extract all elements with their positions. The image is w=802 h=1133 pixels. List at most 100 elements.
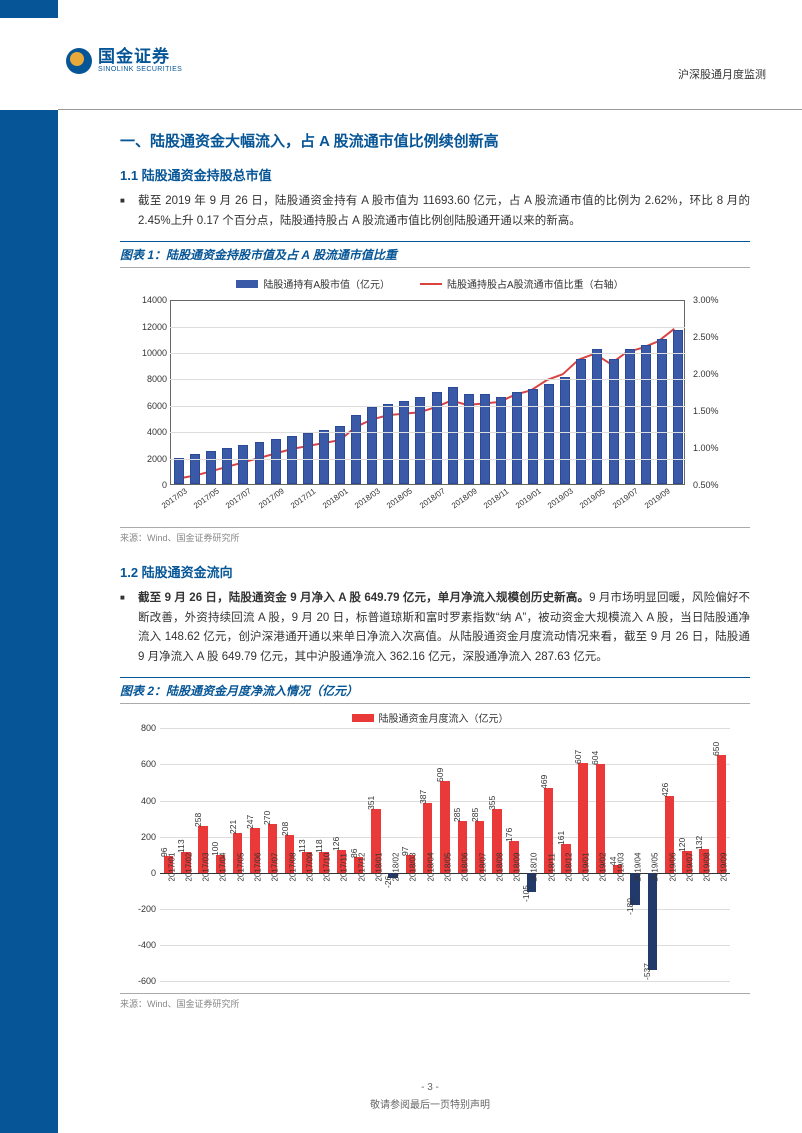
chart-1-y-left-tick: 14000 bbox=[122, 295, 167, 305]
chart-1-bar bbox=[255, 442, 265, 484]
chart-1-bar bbox=[271, 439, 281, 484]
chart-2-title: 图表 2：陆股通资金月度净流入情况（亿元） bbox=[120, 677, 750, 704]
paragraph-1-2-bold: 截至 9 月 26 日，陆股通资金 9 月净入 A 股 649.79 亿元，单月… bbox=[138, 592, 589, 604]
chart-1-bar bbox=[576, 359, 586, 485]
chart-1-x-tick: 2018/11 bbox=[482, 487, 510, 511]
chart-1-bar bbox=[657, 339, 667, 484]
chart-2-x-tick: 2017/09 bbox=[305, 852, 314, 881]
chart-1-x-tick: 2019/05 bbox=[578, 487, 607, 511]
chart-2-bar-label: 355 bbox=[487, 809, 497, 810]
chart-2-x-tick: 2018/02 bbox=[392, 852, 401, 881]
chart-2-x-tick: 2019/06 bbox=[668, 852, 677, 881]
paragraph-1-2: 截至 9 月 26 日，陆股通资金 9 月净入 A 股 649.79 亿元，单月… bbox=[138, 589, 750, 667]
chart-1-y-right-tick: 2.50% bbox=[693, 332, 738, 342]
chart-2-y-tick: -600 bbox=[120, 976, 156, 986]
chart-2-y-tick: -200 bbox=[120, 904, 156, 914]
chart-2-x-tick: 2018/09 bbox=[513, 852, 522, 881]
chart-1-y-right-tick: 3.00% bbox=[693, 295, 738, 305]
chart-2-bar-label: 270 bbox=[262, 824, 272, 825]
chart-2-y-tick: 400 bbox=[120, 796, 156, 806]
chart-1-bar bbox=[496, 397, 506, 484]
chart-2-x-tick: 2017/10 bbox=[323, 852, 332, 881]
chart-1-bar bbox=[287, 436, 297, 484]
chart-1-y-left-tick: 12000 bbox=[122, 322, 167, 332]
chart-1-x-tick: 2017/07 bbox=[224, 487, 253, 511]
chart-2-x-tick: 2018/04 bbox=[426, 852, 435, 881]
main-content: 一、陆股通资金大幅流入，占 A 股流通市值比例续创新高 1.1 陆股通资金持股总… bbox=[120, 130, 750, 1028]
chart-2-x-tick: 2019/09 bbox=[720, 852, 729, 881]
chart-1-bar bbox=[528, 389, 538, 484]
chart-2-bar-label: 176 bbox=[504, 841, 514, 842]
chart-1-bar bbox=[592, 349, 602, 484]
chart-2-x-tick: 2018/07 bbox=[478, 852, 487, 881]
chart-1-bar bbox=[480, 394, 490, 484]
chart-1-bar bbox=[641, 345, 651, 484]
chart-1-x-tick: 2017/03 bbox=[160, 487, 189, 511]
chart-2-x-tick: 2017/11 bbox=[340, 853, 349, 881]
chart-2-x-tick: 2019/08 bbox=[703, 852, 712, 881]
chart-2-bar-label: 469 bbox=[539, 788, 549, 789]
chart-1-y-left-tick: 10000 bbox=[122, 348, 167, 358]
chart-2-x-tick: 2018/06 bbox=[461, 852, 470, 881]
chart-2-x-tick: 2017/03 bbox=[202, 852, 211, 881]
chart-2-x-tick: 2017/07 bbox=[271, 852, 280, 881]
chart-1-bar bbox=[238, 445, 248, 484]
chart-2-legend: 陆股通资金月度流入（亿元） bbox=[120, 710, 740, 725]
chart-1-x-tick: 2018/09 bbox=[450, 487, 479, 511]
chart-2-bar-label: 509 bbox=[435, 781, 445, 782]
chart-1-legend: 陆股通持有A股市值（亿元） 陆股通持股占A股流通市值比重（右轴） bbox=[120, 276, 740, 291]
legend-2-label: 陆股通资金月度流入（亿元） bbox=[379, 710, 509, 725]
chart-1-bar bbox=[351, 415, 361, 484]
chart-2-bar-label: -26 bbox=[383, 887, 393, 888]
paragraph-1-1: 截至 2019 年 9 月 26 日，陆股通资金持有 A 股市值为 11693.… bbox=[138, 192, 750, 231]
chart-1-plot-area bbox=[170, 300, 685, 485]
chart-1-x-tick: 2018/07 bbox=[418, 487, 447, 511]
section-heading: 一、陆股通资金大幅流入，占 A 股流通市值比例续创新高 bbox=[120, 130, 750, 151]
chart-2-y-tick: 0 bbox=[120, 868, 156, 878]
page-number: - 3 - bbox=[58, 1082, 802, 1093]
chart-1-bar bbox=[399, 401, 409, 484]
chart-2-x-tick: 2017/06 bbox=[254, 852, 263, 881]
logo-icon bbox=[66, 48, 92, 74]
chart-2-x-tick: 2017/08 bbox=[288, 852, 297, 881]
chart-2-source: 来源：Wind、国金证券研究所 bbox=[120, 993, 750, 1010]
chart-2-bar-label: 126 bbox=[331, 850, 341, 851]
chart-2-x-tick: 2018/11 bbox=[547, 853, 556, 881]
chart-2-x-tick: 2018/12 bbox=[564, 852, 573, 881]
chart-2-bar-label: 604 bbox=[590, 764, 600, 765]
chart-1-y-left-tick: 8000 bbox=[122, 374, 167, 384]
chart-1-title: 图表 1：陆股通资金持股市值及占 A 股流通市值比重 bbox=[120, 241, 750, 268]
subsection-1-1-heading: 1.1 陆股通资金持股总市值 bbox=[120, 165, 750, 184]
chart-1-x-tick: 2018/05 bbox=[385, 487, 414, 511]
chart-2-x-tick: 2018/03 bbox=[409, 852, 418, 881]
chart-1-bar bbox=[367, 407, 377, 484]
chart-2-bar-label: -105 bbox=[521, 901, 531, 902]
chart-1-y-right-tick: 2.00% bbox=[693, 369, 738, 379]
chart-2-x-tick: 2019/04 bbox=[634, 852, 643, 881]
chart-1-bar bbox=[222, 448, 232, 484]
chart-2-x-tick: 2019/05 bbox=[651, 852, 660, 881]
chart-1-bar bbox=[206, 451, 216, 484]
chart-2: 陆股通资金月度流入（亿元） -600-400-20002004006008009… bbox=[120, 708, 740, 993]
chart-1-x-tick: 2019/09 bbox=[643, 487, 672, 511]
chart-2-x-tick: 2018/05 bbox=[444, 852, 453, 881]
chart-1-bar bbox=[560, 377, 570, 484]
report-category: 沪深股通月度监测 bbox=[678, 66, 766, 82]
page-header: 国金证券 SINOLINK SECURITIES 沪深股通月度监测 bbox=[58, 18, 802, 110]
chart-1-y-left-tick: 4000 bbox=[122, 427, 167, 437]
chart-1: 陆股通持有A股市值（亿元） 陆股通持股占A股流通市值比重（右轴） 0200040… bbox=[120, 272, 740, 527]
brand-name-cn: 国金证券 bbox=[98, 48, 182, 66]
chart-2-x-tick: 2017/01 bbox=[167, 852, 176, 881]
chart-1-bar bbox=[464, 394, 474, 484]
chart-2-bar-label: 387 bbox=[418, 803, 428, 804]
chart-1-y-left-tick: 2000 bbox=[122, 454, 167, 464]
chart-1-x-tick: 2017/05 bbox=[192, 487, 221, 511]
chart-2-bar-label: -537 bbox=[642, 979, 652, 980]
legend-bar-label: 陆股通持有A股市值（亿元） bbox=[263, 276, 390, 291]
legend-line-swatch bbox=[420, 283, 442, 285]
chart-1-bar bbox=[383, 404, 393, 484]
chart-2-x-tick: 2019/01 bbox=[582, 852, 591, 881]
chart-2-bar-label: 161 bbox=[556, 844, 566, 845]
chart-1-bar bbox=[448, 387, 458, 484]
page-footer: - 3 - 敬请参阅最后一页特别声明 bbox=[58, 1082, 802, 1111]
